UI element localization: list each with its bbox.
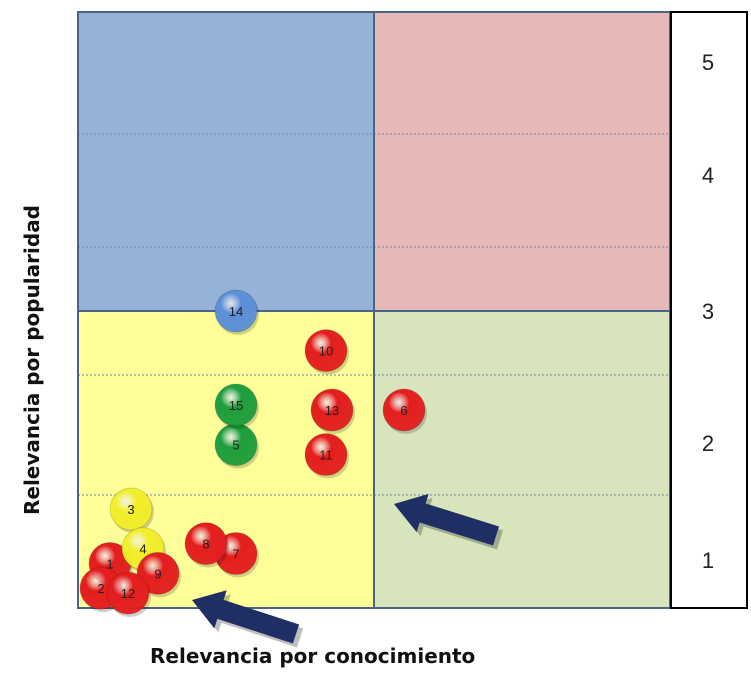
point-marker: [214, 383, 258, 427]
point-label: 12: [121, 586, 135, 601]
data-point: 12: [106, 571, 151, 618]
data-point: 11: [304, 433, 349, 479]
scale-tick-label: 2: [702, 431, 714, 456]
scale-tick-label: 4: [702, 163, 714, 188]
point-marker: [136, 551, 180, 595]
data-point: 5: [214, 423, 259, 469]
point-label: 9: [154, 566, 161, 581]
point-label: 5: [232, 438, 239, 453]
data-point: 8: [184, 522, 229, 568]
point-label: 2: [97, 581, 104, 596]
data-point: 9: [136, 551, 181, 598]
point-marker: [214, 289, 258, 333]
point-label: 7: [232, 547, 239, 562]
y-axis-label: Relevancia por popularidad: [20, 204, 44, 516]
point-marker: [382, 388, 426, 432]
point-label: 1: [106, 556, 113, 571]
data-point: 13: [310, 388, 355, 434]
data-point: 3: [109, 487, 154, 533]
grid-lines: [77, 11, 671, 609]
point-marker: [304, 433, 348, 477]
arrows: [192, 493, 503, 648]
quadrant-bottom-right: [374, 311, 670, 608]
point-label: 3: [127, 502, 134, 517]
point-marker: [106, 571, 150, 615]
point-label: 8: [202, 537, 209, 552]
point-marker: [304, 329, 348, 373]
popularity-scale: 5 4 3 2 1: [670, 11, 748, 609]
quadrant-top-right: [374, 12, 670, 311]
data-point: 10: [304, 329, 349, 375]
scale-tick-label: 1: [702, 548, 714, 573]
point-marker: [109, 487, 153, 531]
x-axis-label: Relevancia por conocimiento: [150, 644, 476, 668]
arrow-icon: [394, 493, 499, 546]
point-label: 14: [229, 304, 243, 319]
point-label: 13: [325, 403, 339, 418]
point-label: 10: [319, 344, 333, 359]
point-label: 6: [400, 403, 407, 418]
quadrant-top-left: [78, 12, 374, 311]
data-point: 15: [214, 383, 259, 430]
scale-box: [670, 11, 748, 609]
arrow-icon: [192, 590, 300, 644]
point-label: 15: [229, 398, 243, 413]
point-label: 11: [319, 448, 333, 463]
point-marker: [184, 522, 228, 566]
data-point: 14: [214, 289, 259, 335]
point-label: 4: [139, 542, 146, 557]
scale-tick-label: 3: [702, 299, 714, 324]
scale-tick-label: 5: [702, 50, 714, 75]
data-point: 6: [382, 388, 427, 434]
point-marker: [310, 388, 354, 432]
